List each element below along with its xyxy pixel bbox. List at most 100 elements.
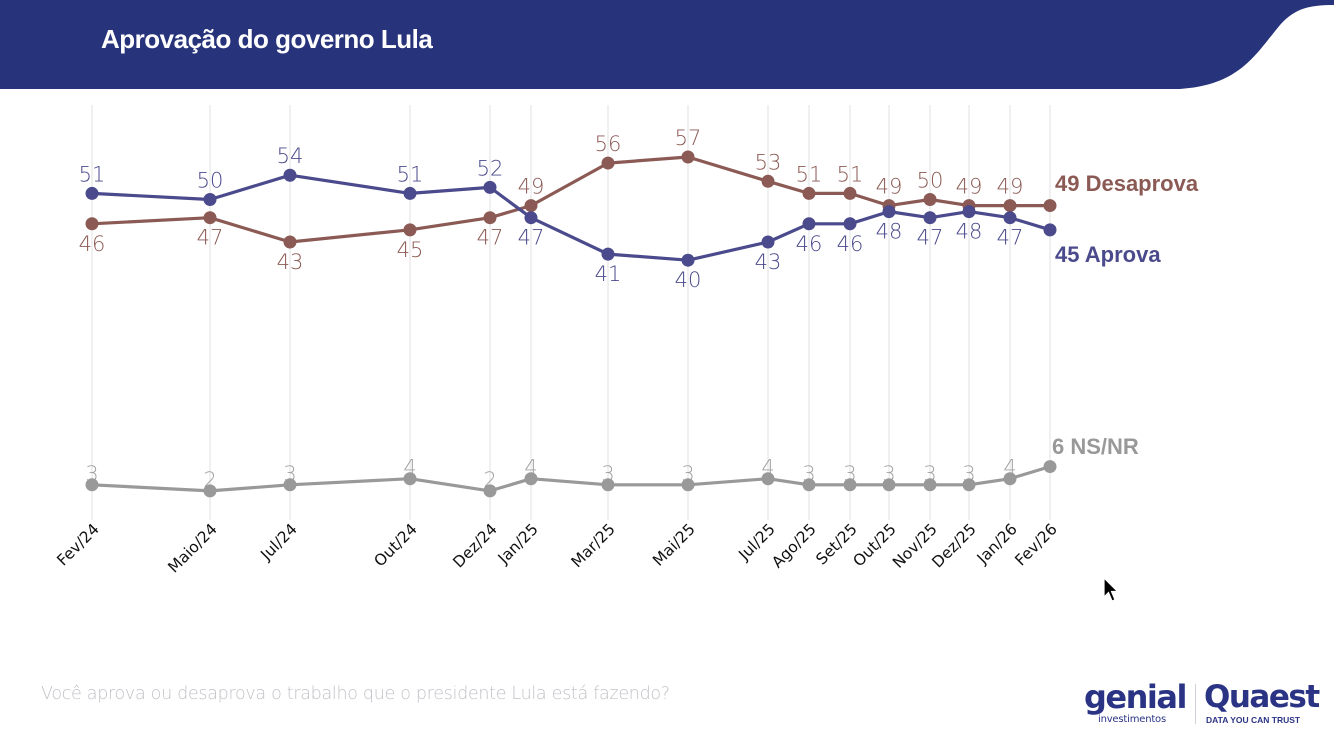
data-point-desaprova [1003, 199, 1017, 213]
x-tick-label: Fev/24 [54, 520, 103, 569]
x-tick-label: Fev/26 [1012, 520, 1061, 569]
x-tick-label: Jan/25 [494, 520, 542, 568]
data-label-aprova: 47 [917, 226, 944, 250]
data-point-desaprova [923, 193, 937, 206]
x-tick-label: Jan/26 [973, 520, 1021, 568]
data-point-aprova [1003, 211, 1017, 225]
data-label-desaprova: 50 [917, 169, 944, 193]
series-line-aprova [91, 173, 1051, 262]
data-point-ns-nr [85, 478, 99, 492]
data-point-desaprova [681, 150, 695, 164]
data-point-aprova [962, 205, 976, 219]
data-point-aprova [761, 235, 775, 249]
data-point-aprova [203, 193, 217, 206]
page-title: Aprovação do governo Lula [101, 24, 433, 54]
series-line-ns-nr [91, 465, 1051, 493]
data-label-desaprova: 49 [997, 175, 1024, 199]
genial-logo: genial [1084, 678, 1187, 716]
x-tick-label: Mar/25 [568, 520, 619, 571]
data-label-ns-nr: 3 [882, 462, 895, 486]
data-label-ns-nr: 4 [1003, 456, 1016, 480]
data-point-aprova [681, 253, 695, 267]
data-label-ns-nr: 4 [524, 456, 537, 480]
data-label-aprova: 47 [518, 226, 545, 250]
data-label-aprova: 48 [956, 220, 983, 244]
data-label-aprova: 51 [79, 162, 106, 186]
data-point-desaprova [843, 186, 857, 200]
data-point-aprova [403, 186, 417, 200]
data-label-ns-nr: 3 [601, 462, 614, 486]
x-tick-label: Jul/24 [257, 520, 301, 564]
data-label-desaprova: 53 [755, 150, 782, 174]
data-point-aprova [283, 168, 297, 182]
data-point-aprova [882, 205, 896, 219]
data-point-desaprova [524, 199, 538, 213]
data-point-ns-nr [601, 478, 615, 492]
data-point-ns-nr [923, 478, 937, 492]
data-label-ns-nr: 3 [923, 462, 936, 486]
quaest-logo-tagline: DATA YOU CAN TRUST [1206, 715, 1301, 725]
sponsor-logos: genial investimentos Quaest DATA YOU CAN… [1082, 678, 1320, 730]
data-label-desaprova: 47 [197, 226, 224, 250]
data-point-aprova [843, 217, 857, 231]
data-label-aprova: 51 [397, 162, 424, 186]
data-point-aprova [524, 211, 538, 225]
data-point-ns-nr [1003, 472, 1017, 486]
data-label-desaprova: 49 [956, 175, 983, 199]
data-point-aprova [1043, 223, 1057, 237]
data-label-ns-nr: 3 [962, 462, 975, 486]
data-label-aprova: 46 [837, 232, 864, 256]
data-point-desaprova [85, 217, 99, 231]
survey-question: Você aprova ou desaprova o trabalho que … [41, 684, 670, 704]
data-label-aprova: 50 [197, 169, 224, 193]
data-label-aprova: 40 [675, 268, 702, 292]
data-label-desaprova: 45 [397, 238, 424, 262]
quaest-logo: Quaest [1204, 679, 1320, 715]
x-tick-label: Ago/25 [768, 520, 820, 572]
data-label-desaprova: 47 [477, 226, 504, 250]
data-point-desaprova [1043, 199, 1057, 213]
data-point-ns-nr [681, 478, 695, 492]
data-label-desaprova: 57 [675, 126, 702, 150]
end-label-ns-nr: 6 NS/NR [1052, 434, 1139, 459]
end-label-desaprova: 49 Desaprova [1055, 171, 1199, 196]
data-label-desaprova: 51 [796, 162, 823, 186]
data-label-desaprova: 49 [518, 175, 545, 199]
data-point-aprova [85, 186, 99, 200]
data-point-desaprova [283, 235, 297, 249]
data-label-ns-nr: 3 [843, 462, 856, 486]
end-label-aprova: 45 Aprova [1055, 242, 1161, 267]
data-point-aprova [923, 211, 937, 225]
data-label-desaprova: 46 [79, 232, 106, 256]
data-point-desaprova [802, 186, 816, 200]
x-tick-label: Dez/25 [929, 520, 980, 571]
data-point-ns-nr [761, 472, 775, 486]
data-label-aprova: 54 [277, 144, 304, 168]
data-point-ns-nr [403, 472, 417, 486]
data-point-ns-nr [483, 484, 497, 498]
data-label-aprova: 41 [595, 262, 622, 286]
data-point-ns-nr [962, 478, 976, 492]
data-point-desaprova [203, 211, 217, 225]
data-point-ns-nr [802, 478, 816, 492]
x-tick-label: Out/24 [371, 520, 421, 570]
data-label-aprova: 52 [477, 156, 504, 180]
data-label-ns-nr: 3 [85, 462, 98, 486]
data-label-desaprova: 49 [876, 175, 903, 199]
data-label-aprova: 48 [876, 220, 903, 244]
data-point-ns-nr [1043, 460, 1057, 474]
mouse-cursor-icon [1103, 577, 1119, 602]
logo-divider [1195, 684, 1196, 724]
data-label-ns-nr: 3 [802, 462, 815, 486]
genial-logo-subtitle: investimentos [1098, 714, 1166, 725]
data-label-ns-nr: 2 [483, 468, 496, 492]
data-label-ns-nr: 2 [203, 468, 216, 492]
x-tick-label: Dez/24 [450, 520, 501, 571]
data-label-aprova: 47 [997, 226, 1024, 250]
data-point-desaprova [483, 211, 497, 225]
data-point-desaprova [403, 223, 417, 237]
series-line-desaprova [91, 155, 1050, 244]
data-point-aprova [802, 217, 816, 231]
data-point-desaprova [601, 156, 615, 170]
